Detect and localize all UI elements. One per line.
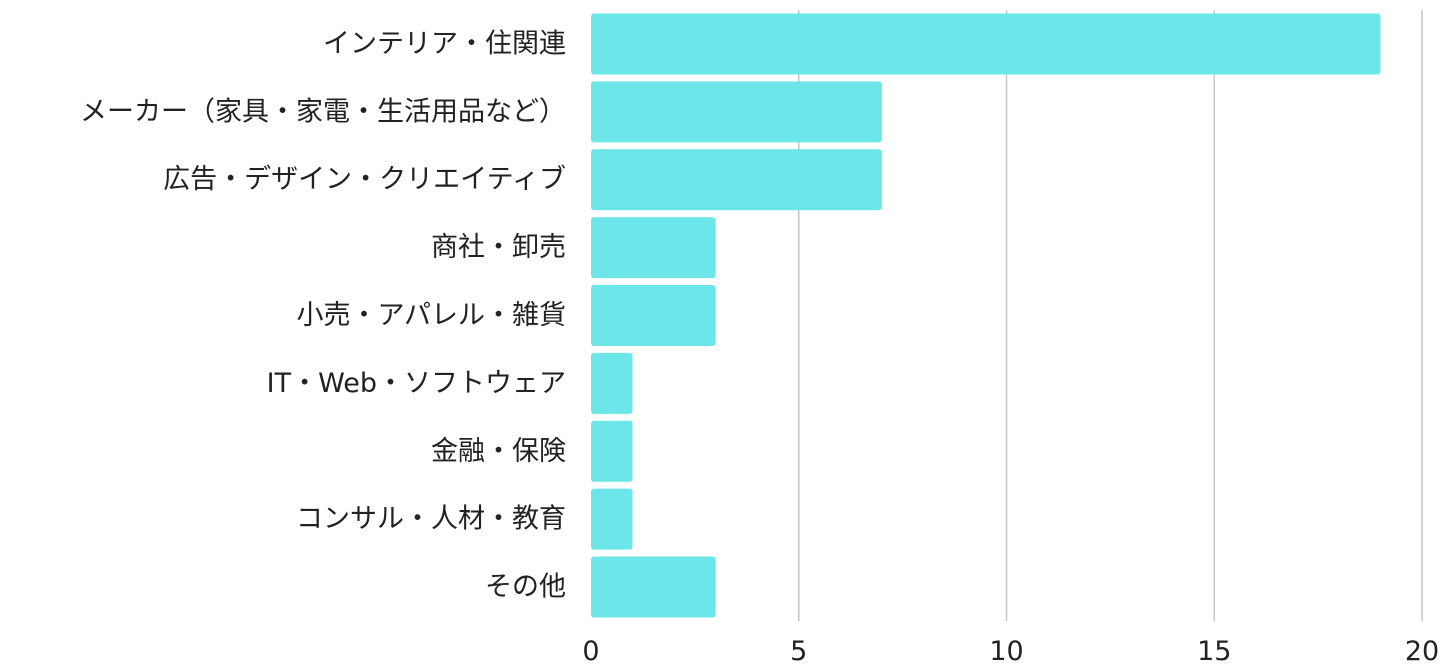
category-label-8: その他 (485, 572, 566, 603)
bar-6 (591, 420, 633, 482)
grid-lines (798, 10, 1423, 621)
x-tick-label-15: 15 (1197, 636, 1231, 667)
category-label-4: 小売・アパレル・雑貨 (297, 300, 566, 331)
bar-1 (591, 81, 882, 143)
category-label-6: 金融・保険 (431, 436, 566, 467)
bar-2 (591, 149, 882, 211)
category-label-3: 商社・卸売 (431, 232, 566, 263)
category-label-0: インテリア・住関連 (323, 28, 566, 59)
bar-8 (591, 556, 716, 618)
category-label-7: コンサル・人材・教育 (296, 504, 566, 535)
bar-0 (591, 13, 1381, 75)
x-tick-label-20: 20 (1405, 636, 1439, 667)
bar-3 (591, 217, 716, 279)
x-tick-label-10: 10 (989, 636, 1023, 667)
category-label-2: 広告・デザイン・クリエイティブ (163, 164, 566, 195)
bar-4 (591, 285, 716, 346)
bar-5 (591, 352, 633, 414)
category-label-5: IT・Web・ソフトウェア (267, 368, 566, 399)
x-tick-label-5: 5 (790, 636, 807, 667)
x-tick-label-0: 0 (582, 636, 599, 667)
bar-7 (591, 488, 633, 550)
x-axis-ticks: 0 5 10 15 20 (582, 636, 1439, 667)
category-label-1: メーカー（家具・家電・生活用品など） (80, 96, 566, 127)
bars (591, 13, 1381, 618)
